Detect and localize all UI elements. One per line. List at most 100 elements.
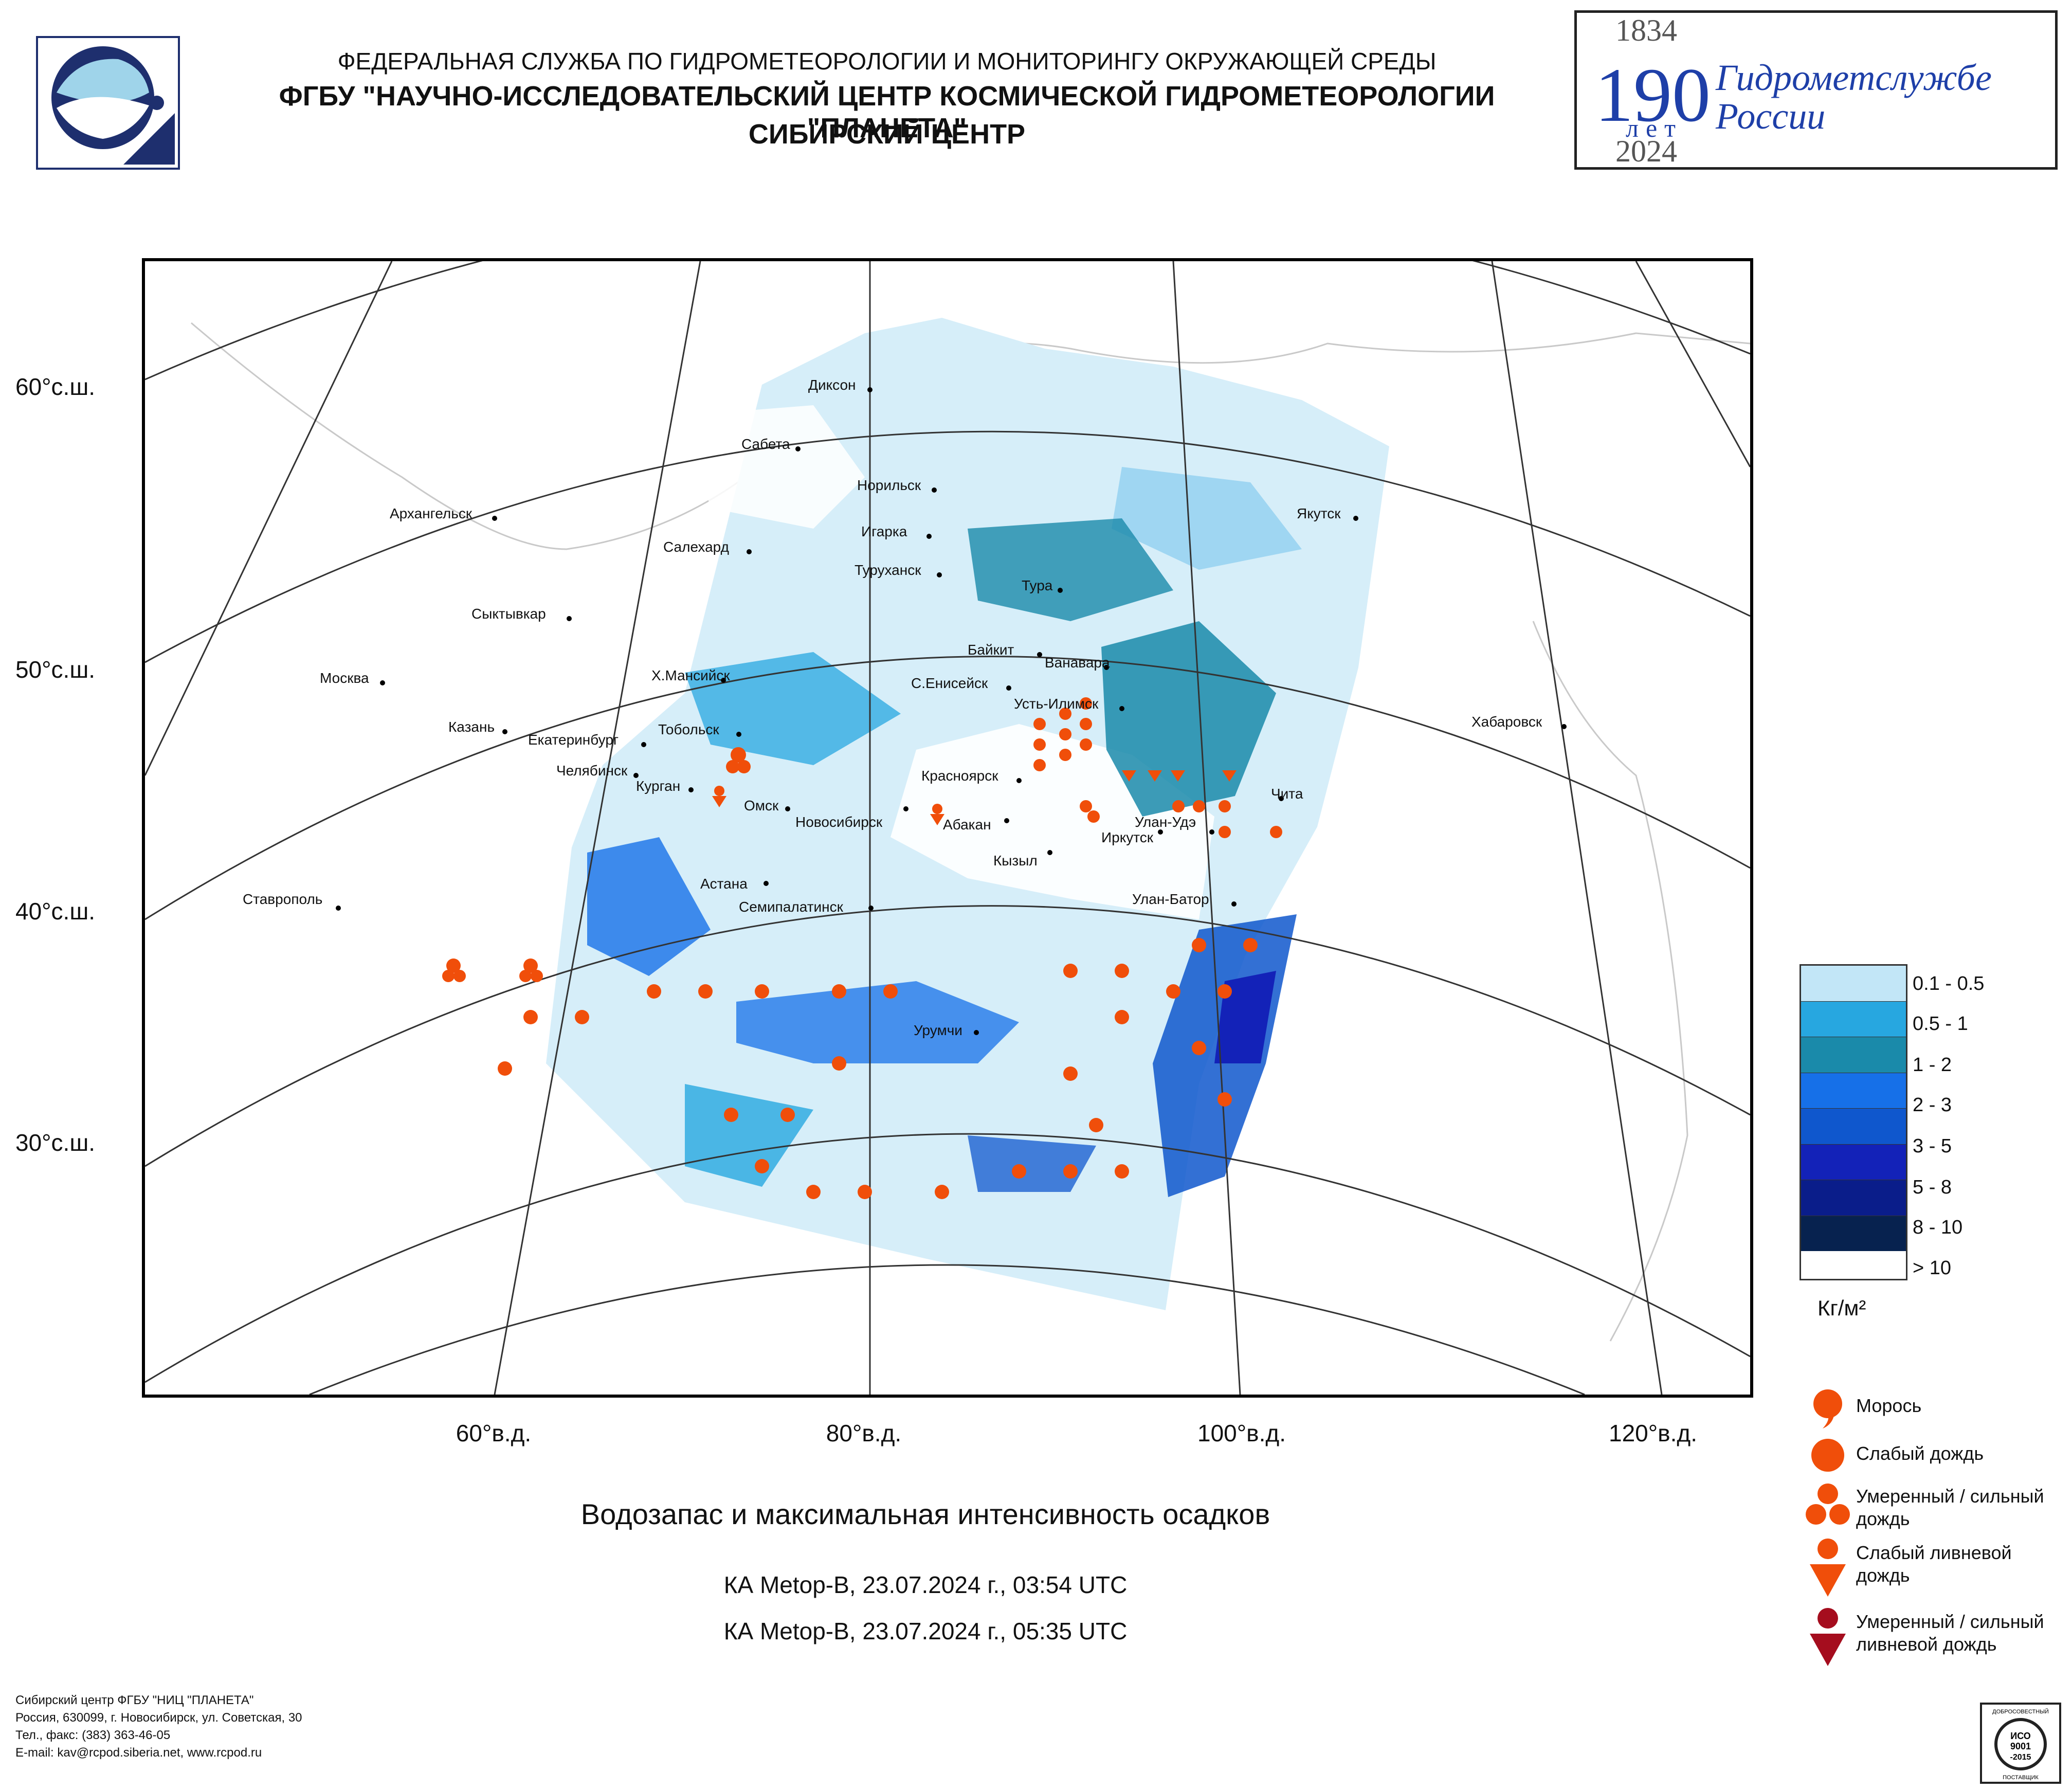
city-label-khabarovsk: Хабаровск (1471, 714, 1542, 730)
legend-label-0: 0.1 - 0.5 (1913, 973, 1985, 994)
lon-label-80: 80°в.д. (826, 1420, 902, 1446)
light-rain-icon (1811, 1439, 1844, 1472)
city-label-yakutsk: Якутск (1297, 505, 1341, 521)
city-label-sabeta: Сабета (741, 436, 790, 452)
iso-top-text: ДОБРОСОВЕСТНЫЙ (1992, 1708, 2049, 1715)
precip-label-light-shower: Слабый ливневой дождь (1856, 1542, 2012, 1586)
city-label-tobolsk: Тобольск (658, 721, 719, 737)
drizzle-icon (1813, 1389, 1842, 1428)
legend-swatch-5 (1801, 1144, 1906, 1180)
city-label-semipalatinsk: Семипалатинск (739, 899, 843, 915)
city-label-khmansiysk: Х.Мансийск (651, 667, 730, 683)
legend-label-4: 3 - 5 (1913, 1135, 1952, 1157)
iso-badge: ДОБРОСОВЕСТНЫЙ ИСО 9001 -2015 ПОСТАВЩИК (1980, 1703, 2061, 1784)
footer-contacts: Сибирский центр ФГБУ "НИЦ "ПЛАНЕТА" Росс… (15, 1692, 302, 1762)
precip-label-light-rain: Слабый дождь (1856, 1443, 1984, 1464)
city-label-vanavara: Ванавара (1045, 655, 1110, 671)
iso-line-1: ИСО (2010, 1731, 2031, 1741)
water-content-legend (1800, 964, 1907, 1280)
legend-label-3: 2 - 3 (1913, 1094, 1952, 1116)
city-label-chelyabinsk: Челябинск (556, 763, 628, 779)
legend-label-5: 5 - 8 (1913, 1177, 1952, 1198)
footer-line-3: Тел., факс: (383) 363-46-05 (15, 1728, 171, 1742)
city-label-moscow: Москва (320, 670, 369, 686)
city-label-kyzyl: Кызыл (993, 853, 1038, 869)
city-label-ekaterinburg: Екатеринбург (528, 732, 619, 748)
iso-line-2: 9001 (2010, 1741, 2031, 1751)
anniv-number: 190 (1595, 52, 1711, 138)
city-label-stavropol: Ставрополь (243, 891, 323, 907)
anniv-name-line2: России (1716, 96, 1826, 137)
city-label-s-eniseysk: С.Енисейск (911, 675, 988, 691)
precip-label-heavy-shower: Умеренный / сильный ливневой дождь (1856, 1611, 2044, 1655)
city-label-dikson: Диксон (808, 377, 856, 393)
lat-label-30: 30°с.ш. (15, 1129, 96, 1156)
moderate-rain-icon (1806, 1484, 1850, 1525)
legend-swatch-6 (1801, 1180, 1906, 1216)
city-label-baikit: Байкит (968, 642, 1014, 658)
city-label-igarka: Игарка (861, 523, 907, 539)
legend-swatch-3 (1801, 1073, 1906, 1109)
city-label-omsk: Омск (744, 798, 779, 813)
city-label-syktyvkar: Сыктывкар (471, 606, 546, 622)
city-label-turukhansk: Туруханск (855, 562, 921, 578)
anniv-year-start: 1834 (1615, 13, 1677, 47)
header-center: СИБИРСКИЙ ЦЕНТР (748, 119, 1026, 150)
anniv-name-line1: Гидрометслужбе (1716, 57, 1992, 98)
anniv-year-end: 2024 (1615, 134, 1677, 168)
lat-label-60: 60°с.ш. (15, 373, 96, 400)
precip-label-moderate-rain: Умеренный / сильный дождь (1856, 1486, 2044, 1529)
city-label-norilsk: Норильск (857, 477, 921, 493)
iso-bottom-text: ПОСТАВЩИК (2003, 1775, 2039, 1781)
city-label-krasnoyarsk: Красноярск (921, 768, 998, 784)
legend-unit: Кг/м² (1817, 1296, 1866, 1320)
lat-label-40: 40°с.ш. (15, 898, 96, 925)
city-label-ust-ilimsk: Усть-Илимск (1014, 696, 1099, 712)
footer-line-4: E-mail: kav@rcpod.siberia.net, www.rcpod… (15, 1746, 262, 1760)
lat-label-50: 50°с.ш. (15, 656, 96, 683)
heavy-shower-icon (1810, 1608, 1846, 1666)
legend-swatch-2 (1801, 1037, 1906, 1073)
footer-line-2: Россия, 630099, г. Новосибирск, ул. Сове… (15, 1711, 302, 1725)
pass-2: КА Metop-B, 23.07.2024 г., 05:35 UTC (723, 1618, 1128, 1644)
city-label-urumqi: Урумчи (914, 1022, 962, 1038)
precip-label-drizzle: Морось (1856, 1395, 1922, 1416)
legend-swatch-1 (1801, 1001, 1906, 1037)
legend-swatch-0 (1801, 966, 1906, 1002)
city-label-novosibirsk: Новосибирск (795, 814, 883, 830)
city-markers (336, 387, 1567, 1035)
lon-label-120: 120°в.д. (1609, 1420, 1697, 1446)
map-title: Водозапас и максимальная интенсивность о… (580, 1498, 1270, 1530)
city-label-kazan: Казань (448, 719, 495, 735)
header-agency: ФЕДЕРАЛЬНАЯ СЛУЖБА ПО ГИДРОМЕТЕОРОЛОГИИ … (337, 48, 1437, 75)
legend-swatch-4 (1801, 1109, 1906, 1145)
city-label-ulan-bator: Улан-Батор (1132, 891, 1209, 907)
legend-label-2: 1 - 2 (1913, 1054, 1952, 1076)
legend-label-1: 0.5 - 1 (1913, 1013, 1968, 1035)
city-label-abakan: Абакан (943, 817, 991, 833)
city-label-chita: Чита (1271, 786, 1303, 802)
city-label-irkutsk: Иркутск (1101, 829, 1154, 845)
pass-1: КА Metop-B, 23.07.2024 г., 03:54 UTC (723, 1571, 1128, 1598)
iso-line-3: -2015 (2010, 1753, 2031, 1762)
precip-markers (442, 697, 1282, 1199)
city-label-arkhangelsk: Архангельск (390, 505, 472, 521)
planeta-logo (36, 36, 180, 170)
anniv-unit: лет (1626, 114, 1683, 142)
header-institute: ФГБУ "НАУЧНО-ИССЛЕДОВАТЕЛЬСКИЙ ЦЕНТР КОС… (279, 81, 1495, 143)
legend-label-6: 8 - 10 (1913, 1217, 1963, 1238)
footer-line-1: Сибирский центр ФГБУ "НИЦ "ПЛАНЕТА" (15, 1693, 254, 1707)
city-label-kurgan: Курган (636, 778, 681, 794)
city-label-salekhard: Салехард (663, 539, 729, 555)
lon-label-60: 60°в.д. (456, 1420, 532, 1446)
legend-swatch-7 (1801, 1216, 1906, 1251)
city-label-ulan-ude: Улан-Удэ (1135, 814, 1196, 830)
map-panel: Диксон Сабета Норильск Игарка Туруханск … (142, 258, 1753, 1398)
light-shower-icon (1810, 1539, 1846, 1597)
map-svg (145, 261, 1750, 1395)
anniversary-emblem: 1834 190 лет 2024 Гидрометслужбе России (1574, 10, 2058, 170)
lon-label-100: 100°в.д. (1197, 1420, 1286, 1446)
city-label-astana: Астана (700, 876, 748, 892)
city-label-tura: Тура (1022, 577, 1053, 593)
legend-label-7: > 10 (1913, 1257, 1952, 1279)
